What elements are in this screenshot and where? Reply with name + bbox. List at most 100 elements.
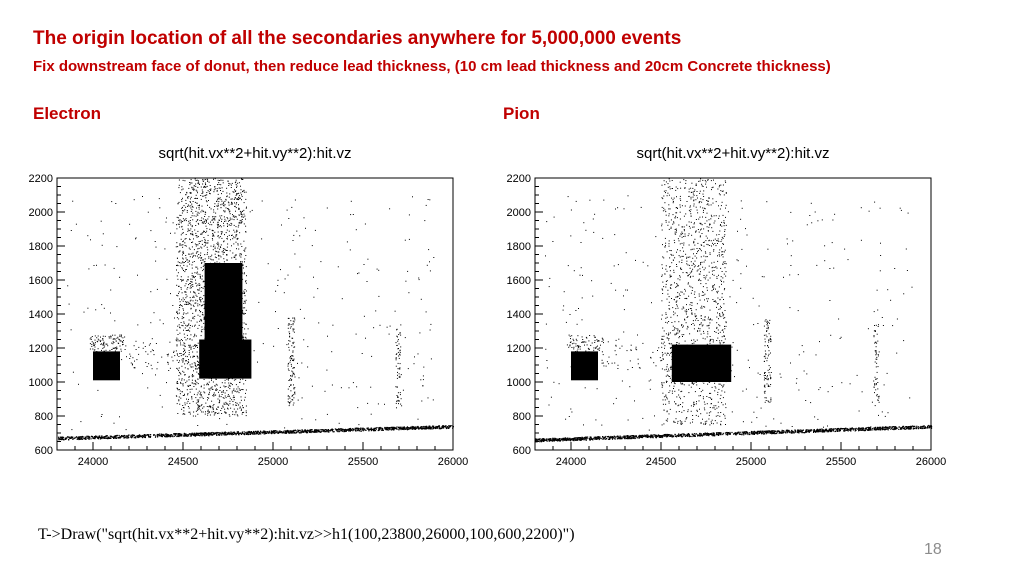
scatter-point <box>671 347 672 349</box>
plot-frame <box>534 177 932 451</box>
scatter-point <box>241 213 243 215</box>
scatter-point <box>189 303 191 305</box>
scatter-point <box>181 318 183 320</box>
band-point <box>73 437 75 440</box>
band-point <box>348 430 350 432</box>
scatter-point <box>211 219 213 221</box>
band-point <box>164 435 166 437</box>
scatter-point <box>102 344 104 346</box>
scatter-point <box>196 266 198 268</box>
scatter-point <box>225 232 227 234</box>
scatter-point <box>721 402 723 404</box>
scatter-point <box>161 406 163 408</box>
scatter-point <box>293 341 295 343</box>
scatter-point <box>668 178 670 180</box>
scatter-point <box>219 255 221 257</box>
scatter-point <box>184 285 186 287</box>
scatter-point <box>112 338 114 340</box>
scatter-point <box>213 411 215 413</box>
band-point <box>291 431 293 433</box>
scatter-point <box>243 383 245 385</box>
scatter-point <box>178 370 180 372</box>
scatter-point <box>217 231 219 233</box>
scatter-point <box>192 382 194 384</box>
scatter-point <box>157 361 159 363</box>
band-point <box>344 428 347 430</box>
scatter-point <box>251 209 253 211</box>
scatter-point <box>290 384 291 386</box>
scatter-point <box>231 234 233 236</box>
scatter-point <box>396 386 398 388</box>
scatter-point <box>205 244 206 246</box>
scatter-point <box>235 258 237 260</box>
scatter-point <box>198 285 200 286</box>
scatter-point <box>191 396 193 398</box>
scatter-point <box>179 265 181 267</box>
scatter-point <box>196 360 198 362</box>
scatter-point <box>197 409 199 411</box>
scatter-point <box>692 193 694 195</box>
scatter-point <box>224 210 226 212</box>
band-point <box>452 426 454 428</box>
scatter-point <box>224 382 226 384</box>
scatter-point <box>240 261 242 263</box>
band-point <box>284 432 286 434</box>
scatter-point <box>288 218 290 219</box>
scatter-point <box>101 349 102 351</box>
scatter-point <box>720 420 722 422</box>
scatter-point <box>173 352 175 353</box>
band-point <box>58 438 60 440</box>
band-point <box>428 427 430 429</box>
scatter-point <box>236 198 238 200</box>
scatter-point <box>686 201 688 202</box>
scatter-point <box>236 193 238 195</box>
band-point <box>415 427 417 429</box>
band-point <box>342 429 344 431</box>
scatter-point <box>217 413 219 414</box>
band-point <box>193 434 195 437</box>
scatter-point <box>214 219 216 221</box>
scatter-point <box>197 284 199 286</box>
band-point <box>170 434 172 436</box>
band-point <box>281 431 283 433</box>
scatter-point <box>234 215 236 217</box>
band-point <box>226 432 228 434</box>
scatter-point <box>235 226 237 228</box>
scatter-point <box>196 344 197 346</box>
scatter-point <box>197 268 199 270</box>
scatter-point <box>204 216 206 217</box>
band-point <box>290 432 292 434</box>
scatter-point <box>294 319 296 321</box>
scatter-point <box>217 226 219 228</box>
scatter-point <box>288 323 290 324</box>
scatter-point <box>197 236 199 238</box>
scatter-point <box>89 348 91 350</box>
scatter-point <box>288 346 290 348</box>
scatter-point <box>688 295 690 297</box>
scatter-point <box>180 279 182 280</box>
band-point <box>290 430 292 432</box>
scatter-point <box>195 384 197 386</box>
scatter-point <box>218 201 220 203</box>
scatter-point <box>664 369 666 371</box>
scatter-point <box>103 341 105 343</box>
scatter-point <box>682 406 683 408</box>
scatter-point <box>191 186 193 188</box>
scatter-point <box>715 331 717 333</box>
band-point <box>235 434 237 436</box>
band-point <box>81 438 84 440</box>
scatter-point <box>288 324 290 326</box>
scatter-point <box>704 278 706 280</box>
scatter-point <box>190 356 191 358</box>
scatter-point <box>235 203 237 205</box>
scatter-point <box>665 317 667 319</box>
scatter-point <box>245 255 247 256</box>
scatter-point <box>226 390 228 392</box>
scatter-point <box>669 250 671 251</box>
scatter-point <box>149 343 151 345</box>
scatter-point <box>198 247 200 249</box>
scatter-point <box>205 242 207 244</box>
scatter-point <box>195 282 197 284</box>
scatter-point <box>207 234 209 236</box>
scatter-point <box>94 339 96 341</box>
